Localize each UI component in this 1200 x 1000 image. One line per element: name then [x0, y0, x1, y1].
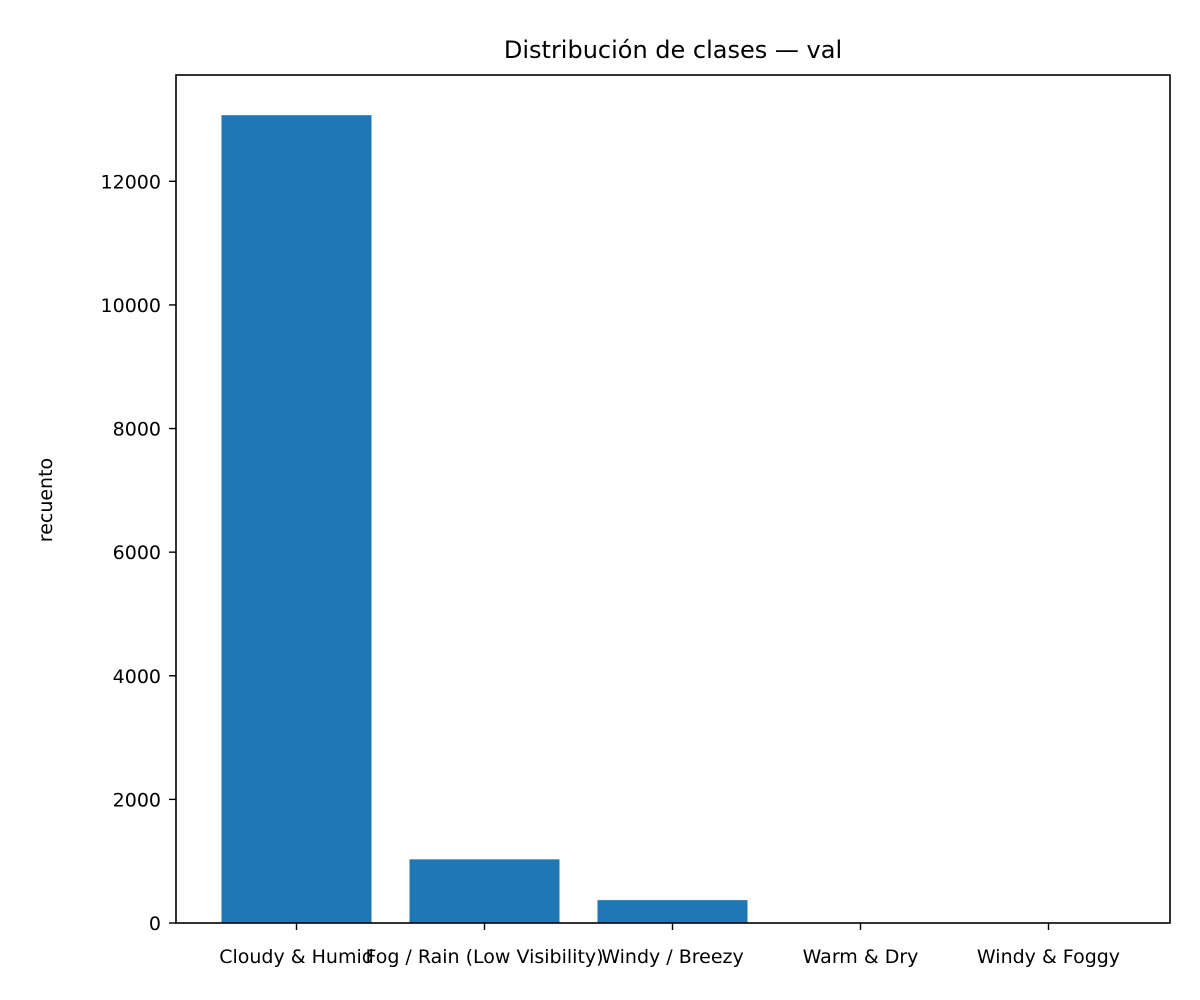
y-axis-label: recuento: [35, 458, 57, 542]
bar-1: [409, 859, 560, 923]
chart-title: Distribución de clases — val: [504, 36, 842, 64]
x-tick-label-4: Windy & Foggy: [977, 946, 1120, 968]
y-ticks-layer: 0 2000 4000 6000 8000 10000 12000: [101, 171, 176, 935]
plot-frame: [175, 74, 1171, 924]
y-tick-label-1: 2000: [113, 789, 161, 811]
bars-layer: [221, 115, 748, 923]
bar-2: [597, 900, 748, 923]
y-tick-label-4: 8000: [113, 419, 161, 441]
x-tick-label-1: Fog / Rain (Low Visibility): [365, 946, 603, 968]
y-tick-label-2: 4000: [113, 666, 161, 688]
y-tick-label-0: 0: [149, 913, 161, 935]
bar-0: [221, 115, 372, 923]
y-tick-label-3: 6000: [113, 542, 161, 564]
y-tick-label-5: 10000: [101, 295, 161, 317]
x-tick-label-0: Cloudy & Humid: [219, 946, 374, 968]
y-tick-label-6: 12000: [101, 171, 161, 193]
x-tick-label-3: Warm & Dry: [803, 946, 919, 968]
x-tick-label-2: Windy / Breezy: [601, 946, 744, 968]
